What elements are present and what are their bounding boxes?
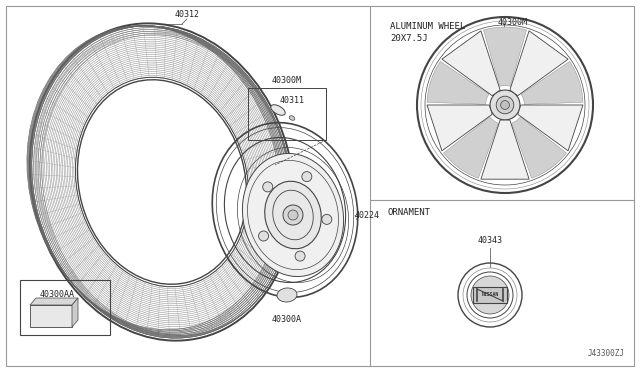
- Circle shape: [302, 171, 312, 182]
- Polygon shape: [481, 120, 529, 179]
- Circle shape: [471, 276, 509, 314]
- Text: 40300M: 40300M: [272, 76, 302, 84]
- Bar: [473, 287, 507, 303]
- Circle shape: [500, 122, 510, 132]
- Text: 40300M: 40300M: [498, 17, 528, 26]
- Circle shape: [496, 96, 514, 114]
- Bar: [20, 280, 110, 335]
- Ellipse shape: [289, 116, 295, 120]
- Text: ORNAMENT: ORNAMENT: [387, 208, 430, 217]
- Polygon shape: [30, 298, 78, 305]
- Polygon shape: [72, 298, 78, 327]
- Bar: [248, 88, 326, 140]
- Ellipse shape: [265, 181, 321, 249]
- Text: 40312: 40312: [175, 10, 200, 19]
- Circle shape: [295, 251, 305, 261]
- Circle shape: [322, 214, 332, 224]
- Ellipse shape: [277, 288, 297, 302]
- Polygon shape: [483, 27, 527, 86]
- Text: 40311: 40311: [280, 96, 305, 105]
- Polygon shape: [521, 61, 583, 104]
- Ellipse shape: [271, 105, 285, 115]
- Bar: [30, 305, 72, 327]
- Circle shape: [283, 205, 303, 225]
- Polygon shape: [444, 117, 499, 178]
- Circle shape: [487, 82, 497, 92]
- Text: J43300ZJ: J43300ZJ: [588, 349, 625, 358]
- Polygon shape: [427, 61, 489, 104]
- Text: 40300A: 40300A: [272, 315, 302, 324]
- Ellipse shape: [243, 154, 344, 276]
- Circle shape: [259, 231, 269, 241]
- Polygon shape: [442, 31, 500, 96]
- Circle shape: [521, 107, 531, 117]
- Polygon shape: [511, 117, 566, 178]
- Text: 40224: 40224: [355, 211, 380, 219]
- Polygon shape: [518, 105, 583, 151]
- Circle shape: [479, 107, 489, 117]
- Text: NISSAN: NISSAN: [481, 292, 499, 298]
- Text: ALUMINUM WHEEL: ALUMINUM WHEEL: [390, 22, 465, 31]
- Circle shape: [288, 210, 298, 220]
- Circle shape: [500, 100, 509, 109]
- Text: 20X7.5J: 20X7.5J: [390, 34, 428, 43]
- Polygon shape: [427, 105, 492, 151]
- Circle shape: [263, 182, 273, 192]
- Text: 40300AA: 40300AA: [40, 290, 75, 299]
- Circle shape: [490, 90, 520, 120]
- Circle shape: [513, 82, 523, 92]
- Text: 40343: 40343: [477, 235, 502, 244]
- Polygon shape: [510, 31, 568, 96]
